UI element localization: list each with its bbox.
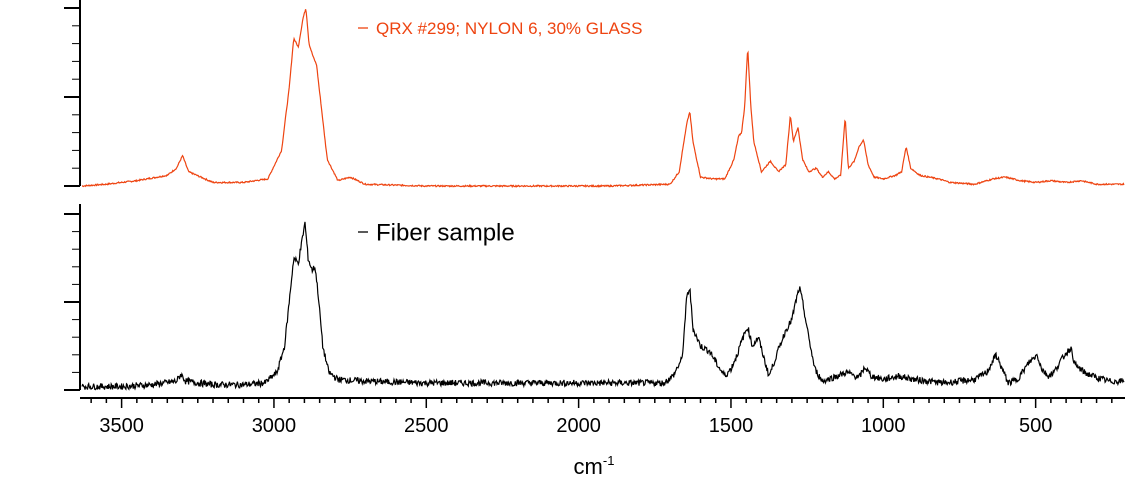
x-tick-label: 1500	[709, 415, 754, 437]
legend-label: QRX #299; NYLON 6, 30% GLASS	[376, 19, 642, 38]
x-axis-label-base: cm	[574, 454, 603, 479]
series-group	[81, 9, 1125, 391]
x-tick-label: 2000	[556, 415, 601, 437]
x-tick-label: 3000	[252, 415, 297, 437]
x-tick-label: 1000	[861, 415, 906, 437]
legend-group: QRX #299; NYLON 6, 30% GLASS Fiber sample	[358, 19, 642, 247]
legend-label: Fiber sample	[376, 220, 515, 247]
x-axis-label: cm-1	[574, 453, 615, 479]
series-line-fiber-sample	[81, 221, 1125, 391]
x-axis-label-exponent: -1	[603, 453, 615, 468]
x-tick-label: 3500	[99, 415, 144, 437]
axes-group: 3500 3000 2500 2000 1500 1000 500	[64, 0, 1125, 437]
x-tick-label: 2500	[404, 415, 449, 437]
series-line-reference	[81, 9, 1125, 189]
x-tick-label: 500	[1019, 415, 1052, 437]
